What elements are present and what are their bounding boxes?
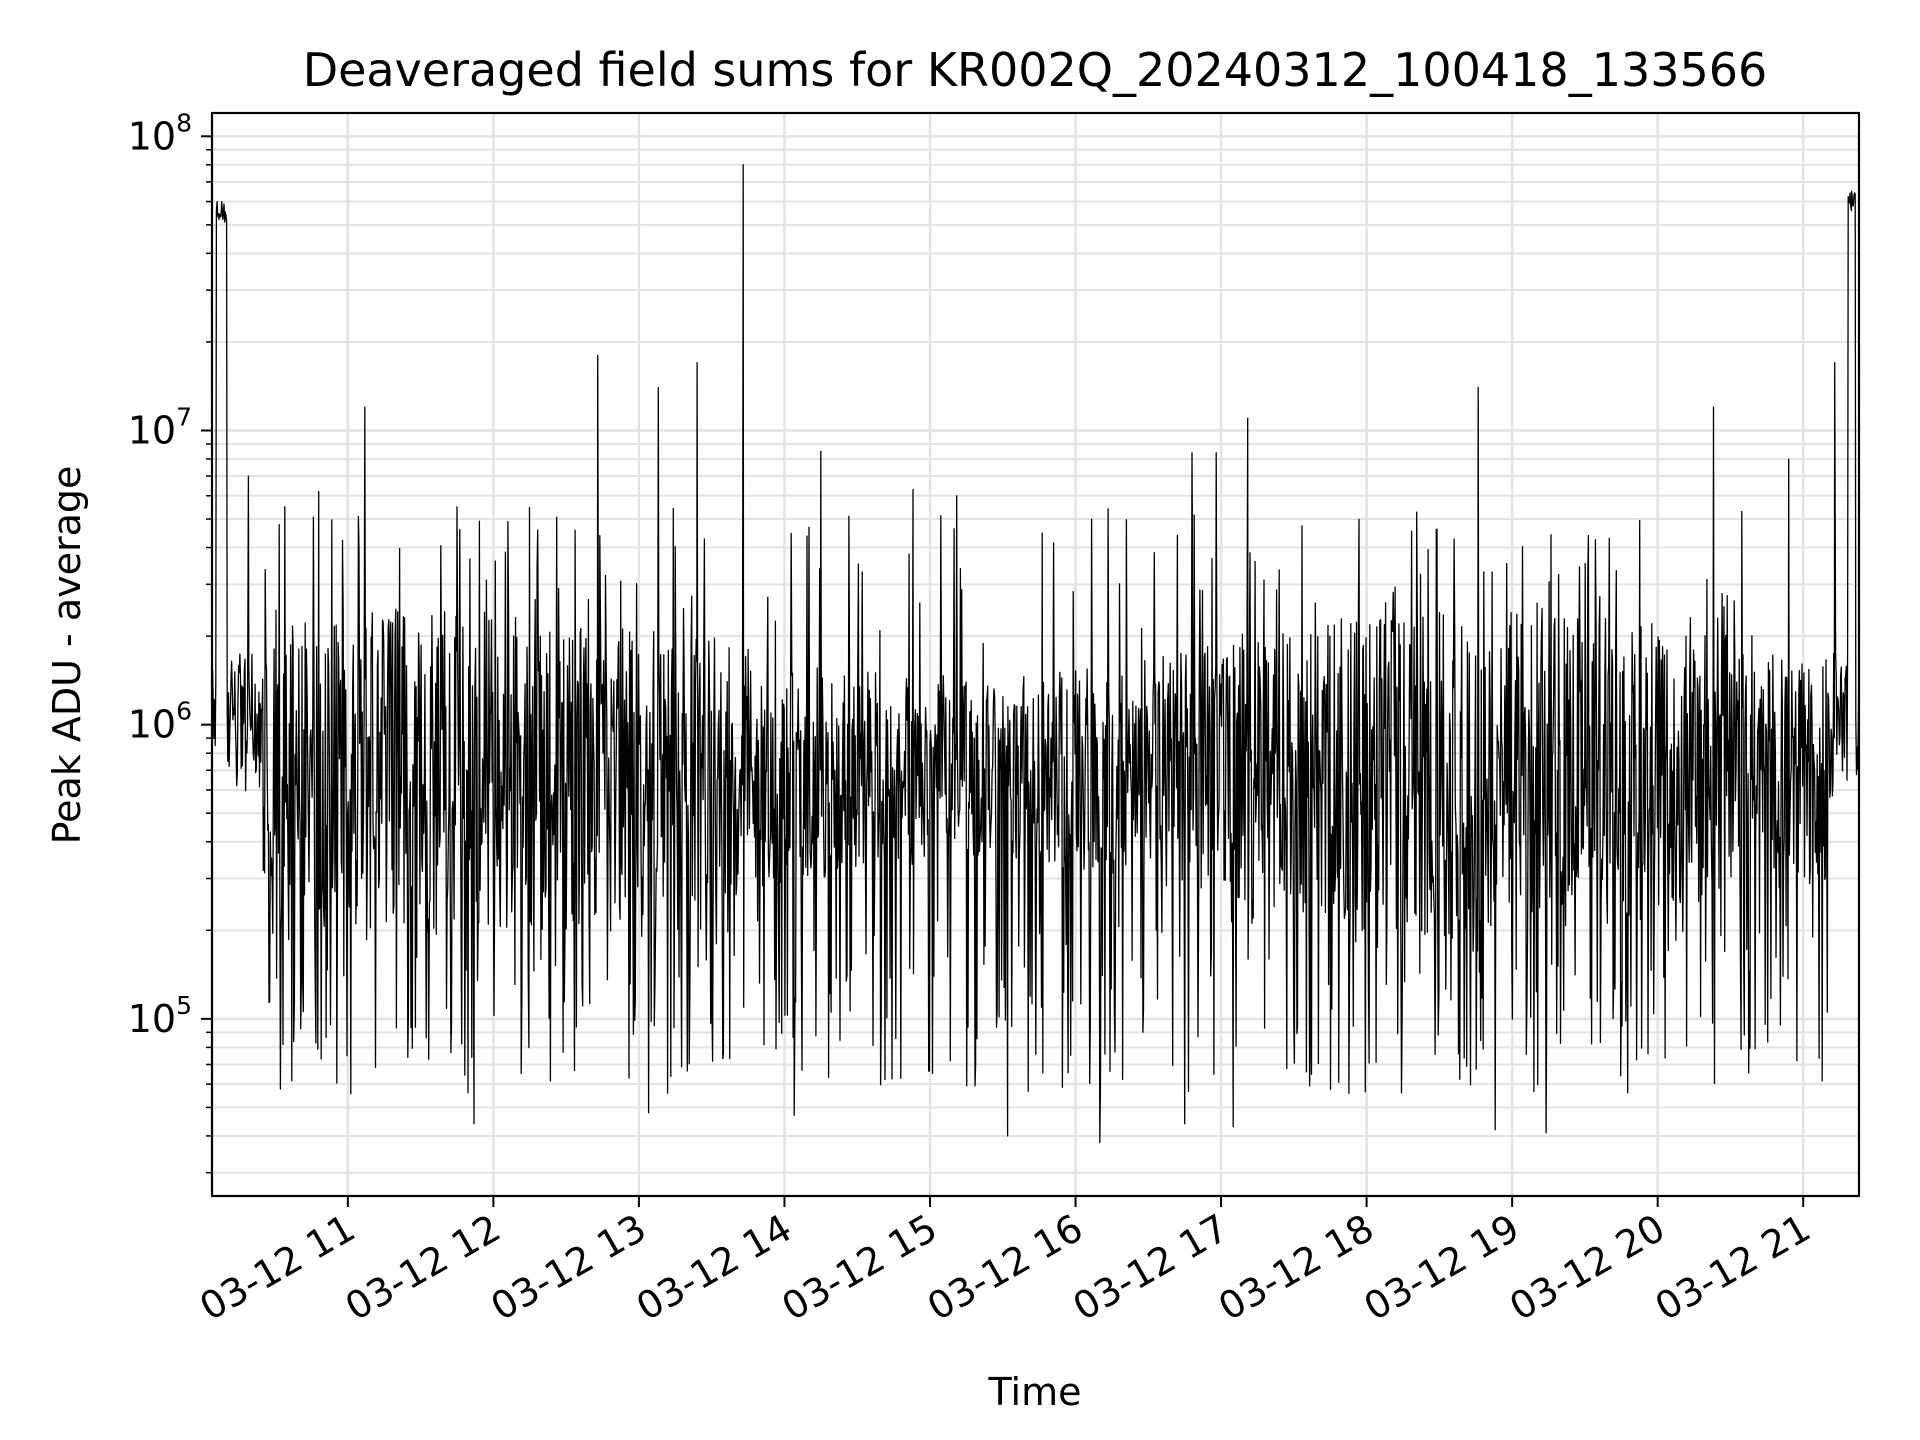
y-tick-label: 105 bbox=[128, 991, 192, 1041]
axis-ticks bbox=[201, 135, 1805, 1207]
y-tick-label: 107 bbox=[128, 402, 192, 452]
y-tick-label: 106 bbox=[128, 697, 192, 747]
plot-frame bbox=[210, 111, 1861, 1198]
y-tick-label: 108 bbox=[128, 108, 192, 158]
chart-title: Deaveraged field sums for KR002Q_2024031… bbox=[303, 43, 1768, 97]
series-line bbox=[211, 164, 1860, 1144]
data-series bbox=[211, 164, 1860, 1144]
y-axis-label: Peak ADU - average bbox=[45, 466, 89, 845]
x-axis-label: Time bbox=[988, 1370, 1082, 1414]
